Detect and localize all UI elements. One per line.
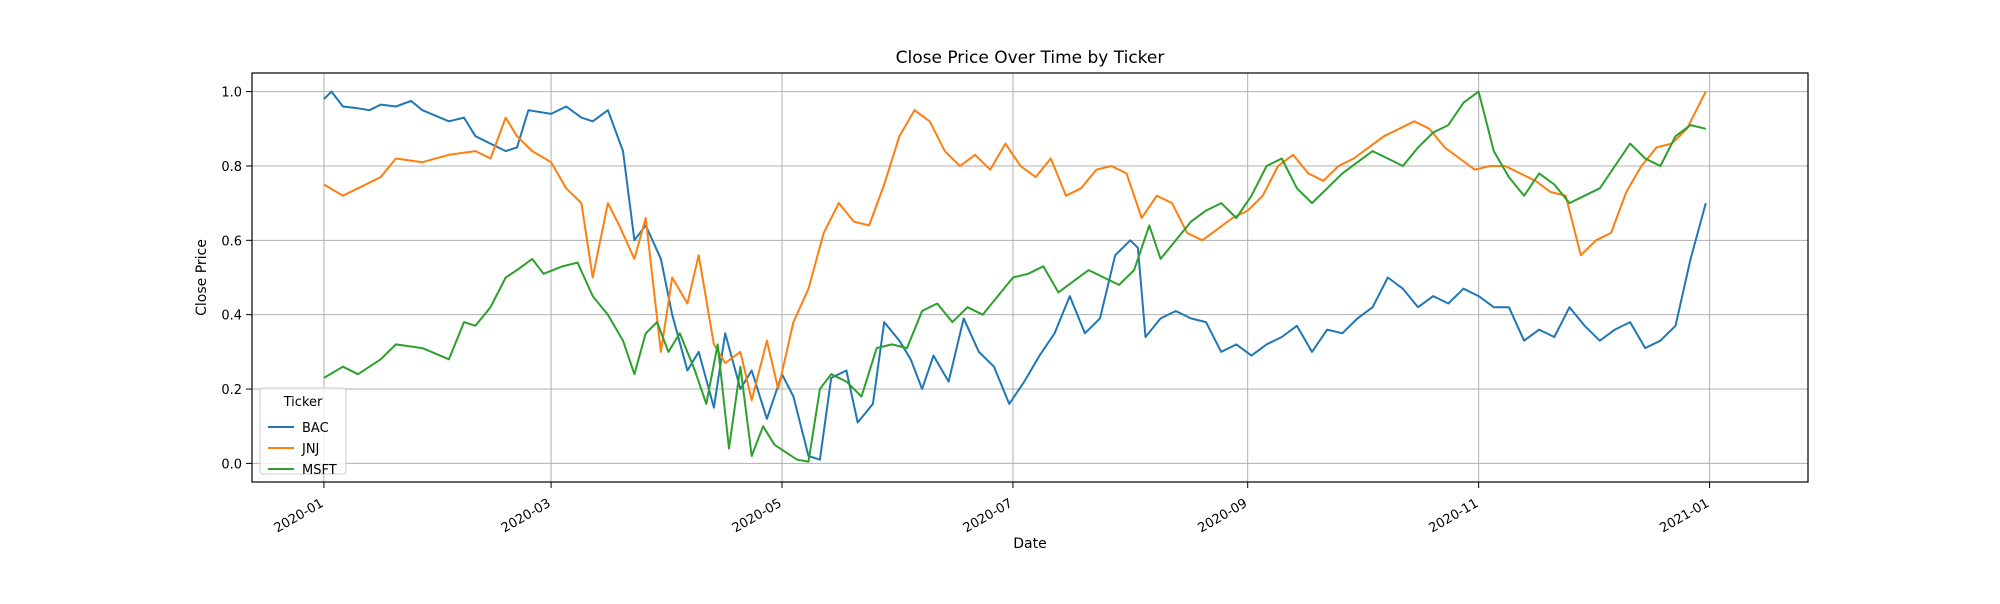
legend-label-bac: BAC bbox=[302, 421, 329, 436]
legend-label-msft: MSFT bbox=[302, 463, 337, 478]
y-tick-label: 0.6 bbox=[221, 234, 242, 249]
y-tick-label: 0.2 bbox=[221, 383, 242, 398]
y-tick-label: 1.0 bbox=[221, 86, 242, 101]
legend-entries: BAC JNJ MSFT bbox=[268, 421, 337, 478]
y-tick-label: 0.8 bbox=[221, 160, 242, 175]
y-axis-label: Close Price bbox=[194, 239, 210, 316]
series-layer bbox=[323, 90, 1707, 463]
y-tick-label: 0.0 bbox=[221, 457, 242, 472]
series-line-jnj bbox=[323, 91, 1707, 402]
series-line-msft bbox=[323, 90, 1707, 463]
chart-title: Close Price Over Time by Ticker bbox=[896, 48, 1165, 68]
y-tick-label: 0.4 bbox=[221, 309, 242, 324]
x-axis-label: Date bbox=[1013, 536, 1046, 552]
series-line-bac bbox=[323, 90, 1707, 461]
legend-box bbox=[259, 387, 347, 475]
grid-layer bbox=[252, 73, 1808, 482]
legend: Ticker BAC JNJ MSFT bbox=[259, 387, 347, 478]
plot-frame bbox=[251, 72, 1809, 483]
legend-label-jnj: JNJ bbox=[301, 442, 319, 457]
legend-title: Ticker bbox=[283, 395, 323, 410]
